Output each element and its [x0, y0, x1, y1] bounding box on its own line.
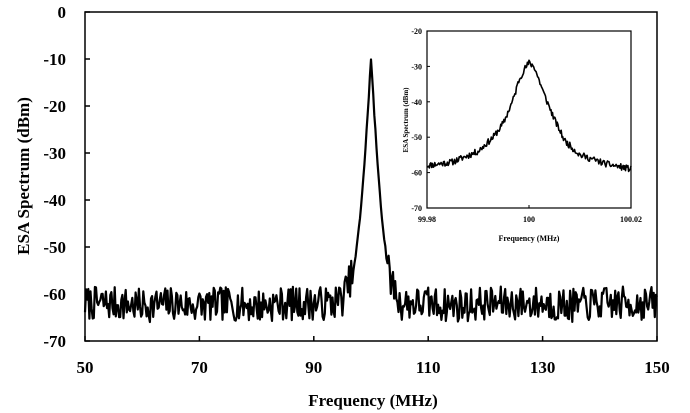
main-y-axis-title: ESA Spectrum (dBm): [14, 97, 33, 255]
main-x-tick-label: 150: [644, 358, 670, 377]
main-y-tick-label: -10: [43, 50, 66, 69]
main-plot-frame: [84, 11, 658, 342]
main-y-tick-label: -20: [43, 97, 66, 116]
inset-x-axis-title: Frequency (MHz): [499, 234, 560, 243]
inset-y-tick-label: -70: [411, 204, 422, 213]
inset-y-tick-label: -60: [411, 169, 422, 178]
main-chart: 50 70 90 110 130 150 0 -10 -20 -30 -40 -50 -60 -70 F…: [14, 3, 670, 410]
inset-y-axis-ticks: -20 -30 -40 -50 -60 -70: [411, 27, 430, 213]
main-plot-area: [84, 11, 658, 342]
main-y-tick-label: -60: [43, 285, 66, 304]
inset-x-tick-label: 99.98: [418, 215, 436, 224]
main-x-tick-label: 90: [305, 358, 322, 377]
inset-chart: 99.98 100 100.02 -20 -30 -40 -50 -60 -70 Freque…: [402, 27, 642, 243]
inset-y-tick-label: -20: [411, 27, 422, 36]
main-y-tick-label: -30: [43, 144, 66, 163]
inset-x-tick-label: 100: [523, 215, 535, 224]
main-x-axis-ticks: 50 70 90 110 130 150: [77, 336, 670, 377]
main-y-tick-label: 0: [58, 3, 67, 22]
main-y-tick-label: -50: [43, 238, 66, 257]
inset-x-axis-ticks: 99.98 100 100.02: [418, 205, 642, 224]
main-x-tick-label: 70: [191, 358, 208, 377]
main-x-tick-label: 110: [416, 358, 441, 377]
inset-y-tick-label: -40: [411, 98, 422, 107]
inset-x-tick-label: 100.02: [620, 215, 642, 224]
main-y-tick-label: -40: [43, 191, 66, 210]
main-x-tick-label: 50: [77, 358, 94, 377]
inset-y-tick-label: -50: [411, 133, 422, 142]
main-y-tick-label: -70: [43, 332, 66, 351]
inset-background: [426, 30, 632, 209]
inset-y-axis-title: ESA Spectrum (dBm): [402, 87, 410, 153]
main-x-tick-label: 130: [530, 358, 556, 377]
inset-spectrum-series-line: [426, 59, 632, 173]
main-y-axis-ticks: 0 -10 -20 -30 -40 -50 -60 -70: [43, 3, 90, 351]
inset-y-tick-label: -30: [411, 62, 422, 71]
main-x-axis-title: Frequency (MHz): [308, 391, 438, 410]
main-spectrum-series-line: [83, 58, 658, 324]
